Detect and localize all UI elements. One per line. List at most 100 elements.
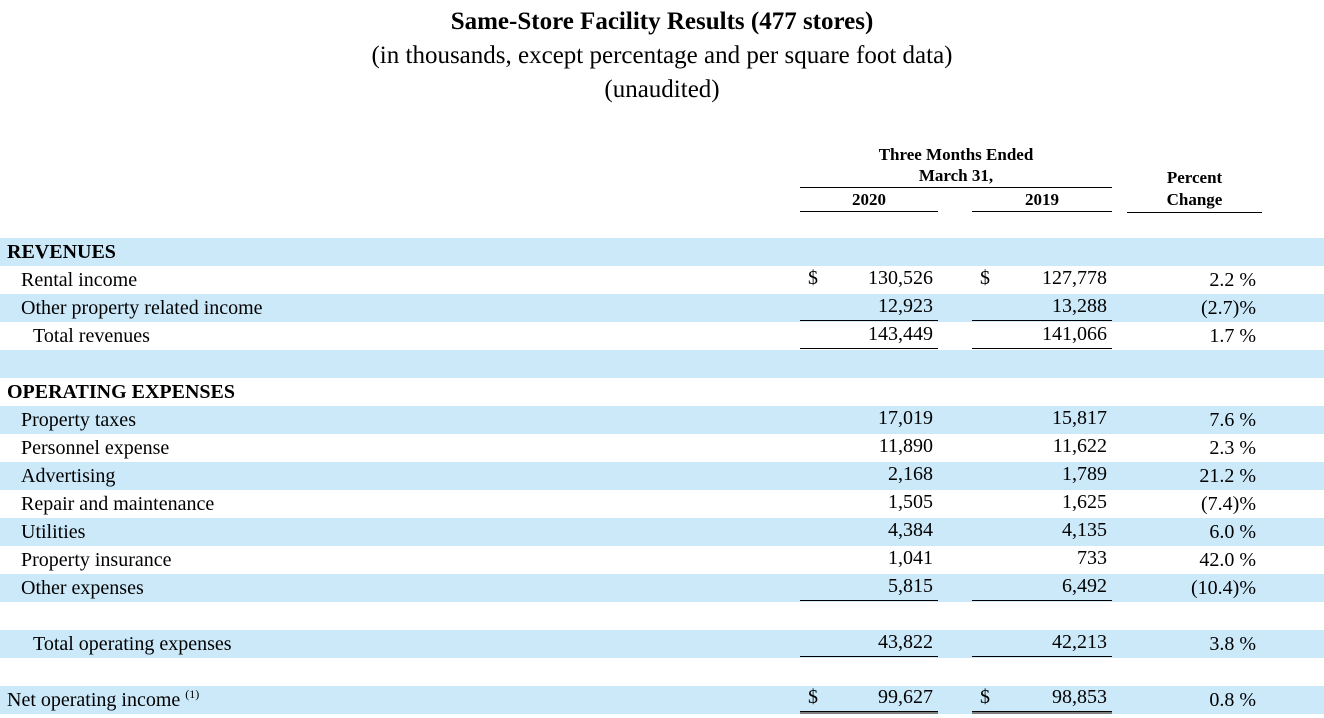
value-2020-cell: 5,815 — [800, 574, 938, 602]
column-gap — [938, 462, 972, 490]
row-label: Other property related income — [0, 294, 800, 322]
row-label: Advertising — [0, 462, 800, 490]
column-gap — [1112, 322, 1127, 350]
value-2020: 143,449 — [868, 323, 933, 345]
column-gap — [938, 490, 972, 518]
column-gap — [1112, 518, 1127, 546]
percent-change-cell: 1.7 % — [1209, 324, 1256, 347]
right-margin — [1262, 630, 1324, 658]
column-gap — [938, 686, 972, 714]
column-gap — [1112, 378, 1127, 406]
row-label-text: OPERATING EXPENSES — [7, 380, 236, 403]
column-gap — [1112, 294, 1127, 322]
value-2019: 1,789 — [1062, 463, 1107, 485]
value-2019-cell: 6,492 — [972, 574, 1112, 602]
row-label-text: Total operating expenses — [33, 632, 232, 655]
column-gap — [938, 546, 972, 574]
percent-change-cell — [1127, 378, 1262, 406]
row-label-text: Utilities — [21, 520, 86, 543]
column-header-2019: 2019 — [972, 190, 1112, 212]
value-2020: 17,019 — [878, 407, 933, 429]
percent-change-cell — [1127, 602, 1262, 630]
row-label-text: Other expenses — [21, 576, 144, 599]
table-row: Net operating income (1) $ 99,627 $ 98,8… — [0, 686, 1324, 714]
column-gap — [938, 378, 972, 406]
column-gap — [938, 294, 972, 322]
right-margin — [1262, 238, 1324, 266]
column-gap — [1112, 630, 1127, 658]
percent-change-cell — [1127, 658, 1262, 686]
row-label-text: Personnel expense — [21, 436, 170, 459]
right-margin — [1262, 434, 1324, 462]
table-row: OPERATING EXPENSES — [0, 378, 1324, 406]
value-2019: 4,135 — [1062, 519, 1107, 541]
value-2020: 5,815 — [888, 575, 933, 597]
page-title: Same-Store Facility Results (477 stores) — [450, 8, 874, 35]
table-row: Total operating expenses 43,822 42,213 3… — [0, 630, 1324, 658]
right-margin — [1262, 406, 1324, 434]
value-2019: 13,288 — [1052, 295, 1107, 317]
percent-change-cell: (2.7)% — [1201, 296, 1256, 319]
dollar-sign-2020: $ — [808, 267, 818, 289]
percent-change-cell — [1127, 350, 1262, 378]
row-label-text: Other property related income — [21, 296, 263, 319]
row-label — [0, 658, 800, 686]
column-gap — [938, 406, 972, 434]
row-label: OPERATING EXPENSES — [0, 378, 800, 406]
right-margin — [1262, 350, 1324, 378]
value-2019-cell — [972, 658, 1112, 686]
percent-change-cell: 7.6 % — [1209, 408, 1256, 431]
row-label-text: Property insurance — [21, 548, 172, 571]
value-2019-cell — [972, 238, 1112, 266]
column-gap — [1112, 434, 1127, 462]
column-gap — [938, 350, 972, 378]
row-label-text: Net operating income — [7, 688, 181, 711]
value-2019-cell: 42,213 — [972, 630, 1112, 658]
row-label-text: Total revenues — [33, 324, 150, 347]
row-label: Total revenues — [0, 322, 800, 350]
percent-change-cell: 0.8 % — [1209, 688, 1256, 711]
table-row: Property insurance 1,041 733 42.0 % — [0, 546, 1324, 574]
table-row: Other expenses 5,815 6,492 (10.4)% — [0, 574, 1324, 602]
right-margin — [1262, 546, 1324, 574]
row-label: Repair and maintenance — [0, 490, 800, 518]
column-gap — [938, 322, 972, 350]
value-2019-cell: 733 — [972, 546, 1112, 574]
table-row: REVENUES — [0, 238, 1324, 266]
right-margin — [1262, 322, 1324, 350]
row-label-text: Rental income — [21, 268, 138, 291]
value-2020-cell: 143,449 — [800, 322, 938, 350]
column-gap — [1112, 350, 1127, 378]
percent-change-cell: 6.0 % — [1209, 520, 1256, 543]
row-label: REVENUES — [0, 238, 800, 266]
value-2019: 15,817 — [1052, 407, 1107, 429]
row-label-text: REVENUES — [7, 240, 116, 263]
dollar-sign-2020: $ — [808, 685, 818, 708]
right-margin — [1262, 294, 1324, 322]
percent-change-cell: 3.8 % — [1209, 632, 1256, 655]
value-2019: 141,066 — [1042, 323, 1107, 345]
column-gap — [1112, 490, 1127, 518]
percent-change-cell: (7.4)% — [1201, 492, 1256, 515]
column-gap — [938, 434, 972, 462]
value-2020-cell: 17,019 — [800, 406, 938, 434]
value-2019-cell: 1,625 — [972, 490, 1112, 518]
table-row: Other property related income 12,923 13,… — [0, 294, 1324, 322]
column-header-percent-line1: Percent — [1166, 168, 1223, 187]
column-header-period-line2: March 31, — [918, 166, 994, 185]
column-gap — [1112, 658, 1127, 686]
row-label: Net operating income (1) — [0, 686, 800, 714]
column-gap — [938, 602, 972, 630]
value-2020-cell — [800, 378, 938, 406]
table-row: Total revenues 143,449 141,066 1.7 % — [0, 322, 1324, 350]
column-gap — [1112, 406, 1127, 434]
right-margin — [1262, 686, 1324, 714]
right-margin — [1262, 266, 1324, 294]
percent-change-cell: (10.4)% — [1191, 576, 1256, 599]
value-2019: 42,213 — [1052, 631, 1107, 653]
value-2019: 98,853 — [1052, 685, 1107, 708]
table-row — [0, 350, 1324, 378]
value-2019-cell: 1,789 — [972, 462, 1112, 490]
row-label-text: Advertising — [21, 464, 116, 487]
row-label — [0, 350, 800, 378]
